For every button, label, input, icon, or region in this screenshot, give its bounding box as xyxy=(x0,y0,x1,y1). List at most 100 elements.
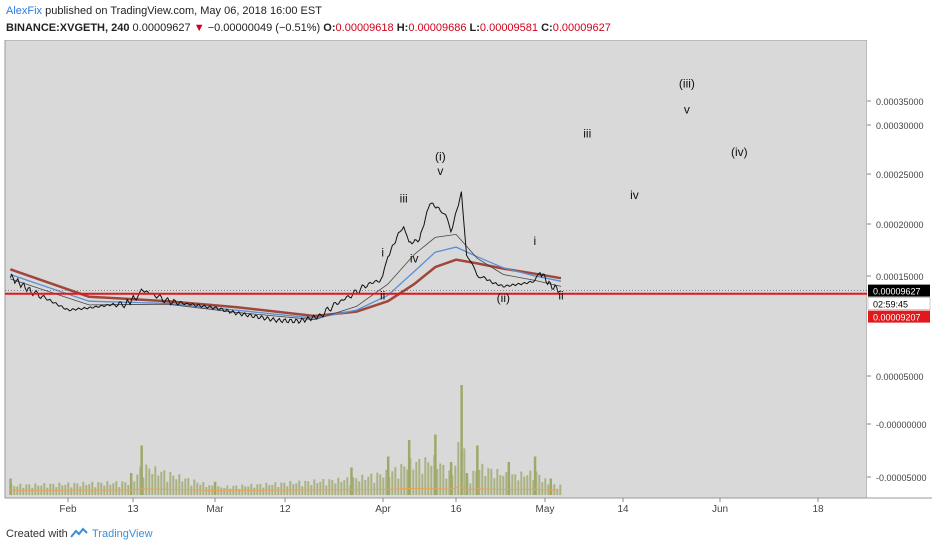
volume-bar xyxy=(511,474,514,495)
volume-bar xyxy=(169,471,172,495)
volume-bar xyxy=(556,488,559,495)
volume-layer xyxy=(9,385,562,495)
volume-bar xyxy=(283,482,286,495)
volume-bar xyxy=(499,475,502,495)
volume-bar xyxy=(463,448,466,495)
author-link[interactable]: AlexFix xyxy=(6,5,43,17)
x-tick-label: 14 xyxy=(617,504,629,515)
tradingview-brand-link[interactable]: TradingView xyxy=(92,528,153,540)
volume-bar xyxy=(220,487,223,495)
wave-label: iv xyxy=(630,188,639,202)
support-price-tag-bg xyxy=(868,310,930,323)
volume-spike xyxy=(129,473,133,495)
wave-label: iii xyxy=(400,192,408,206)
volume-bar xyxy=(193,479,196,495)
volume-bar xyxy=(421,473,424,495)
volume-spike xyxy=(386,456,390,495)
volume-bar xyxy=(520,471,523,495)
volume-bar xyxy=(385,469,388,495)
x-tick-label: May xyxy=(536,504,555,515)
volume-bar xyxy=(514,474,517,495)
volume-spike xyxy=(213,481,217,495)
volume-bar xyxy=(241,484,244,495)
wave-label: iv xyxy=(410,252,419,266)
volume-bar xyxy=(298,480,301,495)
volume-bar xyxy=(88,484,91,495)
volume-bar xyxy=(46,487,49,495)
ma-mid-line xyxy=(10,233,562,321)
support-layer xyxy=(5,290,867,295)
volume-bar xyxy=(67,482,70,495)
wave-label: v xyxy=(684,103,690,117)
y-tick-label: 0.00030000 xyxy=(876,121,924,131)
volume-bar xyxy=(391,471,394,495)
volume-bar xyxy=(541,482,544,495)
ohlc-open-label: O: xyxy=(323,22,336,34)
volume-bar xyxy=(343,480,346,495)
volume-bar xyxy=(76,483,79,495)
volume-bar xyxy=(172,475,175,495)
volume-bar xyxy=(478,469,481,495)
volume-bar xyxy=(457,441,460,495)
volume-bar xyxy=(151,474,154,495)
x-tick-label: 13 xyxy=(127,504,139,515)
volume-spike xyxy=(9,478,12,495)
y-tick-label: -0.00005000 xyxy=(876,473,927,483)
volume-bar xyxy=(448,470,451,495)
volume-bar xyxy=(139,466,142,495)
volume-bar xyxy=(358,481,361,495)
volume-spike xyxy=(460,385,463,495)
volume-bar xyxy=(295,483,298,495)
volume-bar xyxy=(70,487,73,495)
volume-spike xyxy=(449,462,453,495)
volume-bar xyxy=(115,481,118,495)
volume-bar xyxy=(442,464,445,495)
y-tick-label: 0.00005000 xyxy=(876,372,924,382)
volume-bar xyxy=(406,469,409,495)
tradingview-logo-icon[interactable] xyxy=(70,526,88,540)
publish-line: AlexFix published on TradingView.com, Ma… xyxy=(6,5,322,17)
volume-bar xyxy=(106,481,109,495)
volume-bar xyxy=(523,476,526,495)
volume-bar xyxy=(196,482,199,495)
volume-bar xyxy=(544,478,547,495)
plot-area[interactable] xyxy=(4,40,868,499)
volume-bar xyxy=(403,466,406,495)
price-axis-labels: 0.00035000 0.00030000 0.00025000 0.00020000… xyxy=(867,97,927,483)
volume-bar xyxy=(394,467,397,495)
volume-spike xyxy=(507,462,511,495)
volume-spike xyxy=(533,456,537,495)
volume-bar xyxy=(367,476,370,495)
volume-spike xyxy=(465,473,469,495)
ohlc-low-value: 0.00009581 xyxy=(479,22,539,34)
volume-spike xyxy=(350,467,353,495)
volume-bar xyxy=(328,479,331,495)
volume-bar xyxy=(166,481,169,495)
volume-bar xyxy=(205,487,208,495)
x-tick-label: Feb xyxy=(59,504,77,515)
volume-bar xyxy=(352,477,355,495)
created-with-text: Created with xyxy=(6,528,68,540)
last-price-tag: 0.00009627 xyxy=(873,287,921,297)
y-tick-label: 0.00035000 xyxy=(876,97,924,107)
ohlc-open-value: 0.00009618 xyxy=(335,22,394,34)
volume-bar xyxy=(229,488,232,495)
wave-label: (iii) xyxy=(679,77,695,91)
volume-bar xyxy=(187,478,190,495)
volume-bar xyxy=(55,487,58,495)
x-tick-label: Apr xyxy=(375,504,391,515)
volume-bar xyxy=(502,475,505,495)
volume-bar xyxy=(277,486,280,495)
volume-bar xyxy=(322,479,325,495)
volume-bar xyxy=(481,463,484,495)
volume-bar xyxy=(79,486,82,495)
volume-bar xyxy=(181,481,184,495)
volume-bar xyxy=(136,474,139,495)
volume-bar xyxy=(517,480,520,495)
volume-bar xyxy=(49,483,52,495)
volume-bar xyxy=(334,483,337,495)
volume-bar xyxy=(19,483,22,495)
price-axis[interactable] xyxy=(867,40,932,498)
